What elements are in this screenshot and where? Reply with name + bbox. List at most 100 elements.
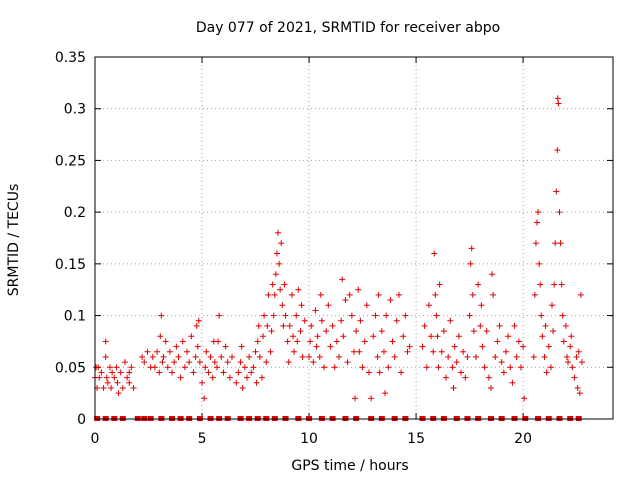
data-point — [479, 343, 486, 350]
data-point — [119, 384, 126, 391]
data-point — [96, 374, 103, 381]
x-tick-label: 0 — [91, 431, 100, 447]
data-point — [246, 353, 253, 360]
data-point — [117, 369, 124, 376]
data-point — [346, 291, 353, 298]
data-point — [154, 348, 161, 355]
data-point — [166, 348, 173, 355]
data-point — [214, 364, 221, 371]
data-point — [428, 333, 435, 340]
data-point — [507, 364, 514, 371]
x-tick-label: 5 — [198, 431, 207, 447]
data-point — [372, 312, 379, 319]
data-point — [194, 343, 201, 350]
data-point — [260, 333, 267, 340]
data-point — [188, 333, 195, 340]
data-point — [370, 333, 377, 340]
data-point — [237, 359, 244, 366]
data-point — [458, 369, 465, 376]
data-point — [374, 353, 381, 360]
data-point — [193, 322, 200, 329]
data-point — [548, 302, 555, 309]
data-point — [128, 364, 135, 371]
data-point — [355, 286, 362, 293]
data-point — [571, 374, 578, 381]
x-axis-label: GPS time / hours — [291, 458, 408, 474]
data-point — [282, 312, 289, 319]
data-point — [317, 291, 324, 298]
data-point — [460, 348, 467, 355]
data-point — [554, 95, 561, 102]
data-point — [333, 338, 340, 345]
data-point — [103, 374, 110, 381]
data-point — [483, 328, 490, 335]
x-tick-label: 20 — [514, 431, 532, 447]
data-point — [532, 240, 539, 247]
data-point — [555, 100, 562, 107]
data-point — [264, 322, 271, 329]
data-point — [114, 379, 121, 386]
data-point — [365, 369, 372, 376]
data-point — [238, 343, 245, 350]
data-point — [517, 364, 524, 371]
data-point — [545, 343, 552, 350]
data-point — [271, 291, 278, 298]
data-point — [443, 374, 450, 381]
data-point — [359, 364, 366, 371]
data-point — [179, 338, 186, 345]
data-point — [557, 240, 564, 247]
data-point — [255, 322, 262, 329]
data-point — [398, 369, 405, 376]
data-point — [102, 353, 109, 360]
data-point — [378, 328, 385, 335]
data-point — [481, 364, 488, 371]
data-point — [470, 328, 477, 335]
data-point — [449, 364, 456, 371]
data-point — [253, 379, 260, 386]
data-point — [356, 348, 363, 355]
data-point — [199, 379, 206, 386]
data-point — [100, 384, 107, 391]
data-point — [312, 307, 319, 314]
data-point — [530, 353, 537, 360]
data-point — [402, 312, 409, 319]
data-point — [351, 348, 357, 355]
data-point — [226, 374, 233, 381]
data-point — [391, 353, 398, 360]
data-point — [552, 240, 559, 247]
data-point — [211, 359, 218, 366]
data-point — [513, 353, 520, 360]
data-point — [490, 291, 497, 298]
data-point — [284, 338, 291, 345]
data-point — [464, 353, 471, 360]
data-point — [573, 353, 580, 360]
data-point — [218, 353, 225, 360]
data-point — [393, 317, 400, 324]
data-point — [487, 384, 494, 391]
data-point — [248, 369, 255, 376]
data-point — [329, 322, 336, 329]
data-point — [273, 250, 280, 257]
data-point — [431, 250, 438, 257]
data-point — [357, 317, 364, 324]
data-point — [299, 353, 306, 360]
data-point — [270, 312, 277, 319]
data-point — [450, 384, 457, 391]
data-point — [220, 369, 227, 376]
data-point — [192, 353, 199, 360]
data-point — [126, 369, 133, 376]
data-point — [139, 353, 146, 360]
data-point — [307, 338, 314, 345]
data-point — [275, 229, 282, 236]
data-point — [569, 364, 576, 371]
data-point — [553, 188, 560, 195]
data-point — [224, 359, 231, 366]
data-point — [190, 369, 197, 376]
data-point — [430, 348, 437, 355]
x-tick-label: 15 — [407, 431, 425, 447]
data-point — [406, 343, 413, 350]
data-point — [447, 317, 454, 324]
data-point — [511, 322, 518, 329]
data-point — [538, 312, 545, 319]
data-point — [207, 353, 214, 360]
